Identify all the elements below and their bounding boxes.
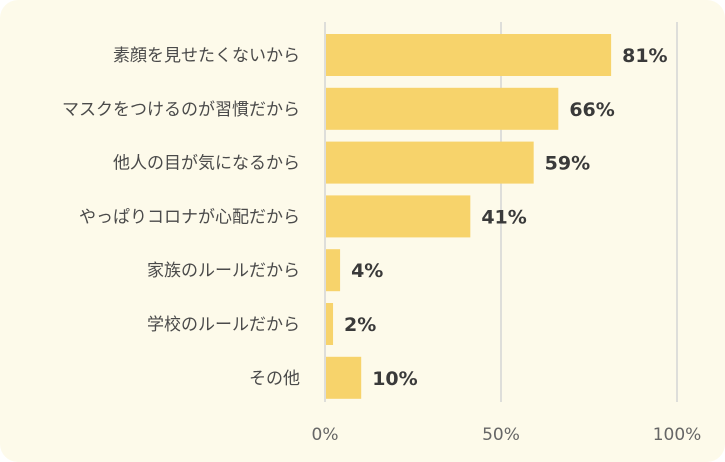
category-label: マスクをつけるのが習慣だから — [62, 100, 300, 120]
bar — [326, 195, 471, 238]
category-label: 学校のルールだから — [147, 315, 300, 335]
x-tick-label: 0% — [312, 425, 339, 445]
bar — [326, 356, 362, 399]
category-label: 家族のルールだから — [147, 261, 300, 281]
bar — [326, 303, 334, 345]
data-label: 2% — [344, 314, 376, 336]
bar — [326, 34, 612, 76]
x-tick-label: 50% — [482, 425, 520, 445]
bar — [326, 249, 341, 292]
category-label: やっぱりコロナが心配だから — [79, 207, 300, 227]
data-label: 41% — [481, 206, 526, 228]
category-label: その他 — [249, 369, 300, 389]
category-label: 他人の目が気になるから — [113, 154, 300, 174]
data-label: 4% — [351, 260, 383, 282]
data-label: 10% — [372, 368, 417, 390]
bar — [326, 141, 534, 184]
data-label: 81% — [622, 45, 667, 67]
category-label: 素顔を見せたくないから — [113, 46, 300, 66]
data-label: 59% — [545, 153, 590, 175]
bar — [326, 87, 559, 130]
data-label: 66% — [569, 99, 614, 121]
x-tick-label: 100% — [653, 425, 702, 445]
